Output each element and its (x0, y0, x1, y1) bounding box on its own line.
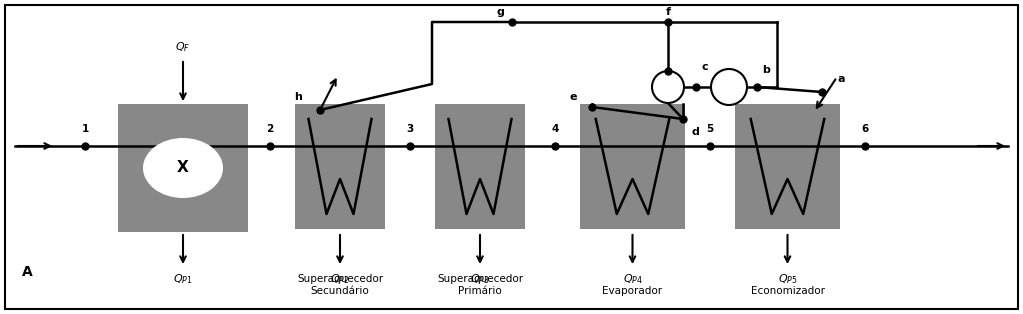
Text: d: d (691, 127, 699, 137)
Text: a: a (837, 74, 845, 84)
Circle shape (652, 71, 684, 103)
Text: $Q_{P5}$: $Q_{P5}$ (777, 272, 797, 286)
Text: $Q_{P1}$: $Q_{P1}$ (173, 272, 193, 286)
Text: f: f (666, 7, 670, 17)
Text: $Q_{P2}$: $Q_{P2}$ (330, 272, 350, 286)
Bar (735, 104, 840, 229)
Text: X: X (177, 160, 189, 176)
Ellipse shape (143, 138, 223, 198)
Text: g: g (496, 7, 504, 17)
Text: 6: 6 (861, 124, 869, 134)
Text: $Q_F$: $Q_F$ (175, 40, 190, 54)
Text: Superaquecedor
Secundário: Superaquecedor Secundário (297, 274, 383, 296)
Text: h: h (295, 92, 302, 102)
Text: 4: 4 (551, 124, 559, 134)
Text: $Q_{P4}$: $Q_{P4}$ (623, 272, 642, 286)
Text: 2: 2 (266, 124, 273, 134)
Text: Economizador: Economizador (751, 286, 825, 296)
Circle shape (711, 69, 747, 105)
Text: e: e (570, 92, 577, 102)
Text: c: c (701, 62, 708, 72)
Text: b: b (762, 65, 770, 75)
Text: 3: 3 (406, 124, 413, 134)
Text: $Q_{P3}$: $Q_{P3}$ (471, 272, 490, 286)
Bar (580, 104, 685, 229)
Text: Superaquecedor
Primário: Superaquecedor Primário (437, 274, 523, 296)
Text: 5: 5 (706, 124, 714, 134)
Bar (435, 104, 525, 229)
Bar (295, 104, 385, 229)
Bar (118, 104, 248, 232)
Text: A: A (23, 265, 33, 279)
Text: Evaporador: Evaporador (603, 286, 663, 296)
Text: 1: 1 (82, 124, 89, 134)
